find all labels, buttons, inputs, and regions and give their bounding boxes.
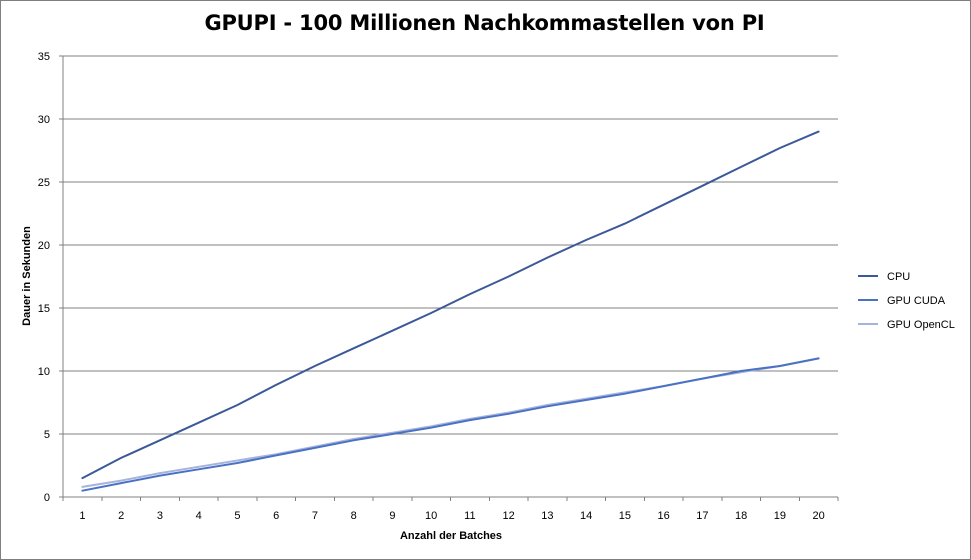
y-tick-label: 10 (38, 366, 50, 378)
x-tick-label: 5 (234, 510, 240, 522)
grid-lines (63, 55, 838, 435)
x-tick-label: 8 (351, 510, 357, 522)
y-tick-label: 20 (38, 240, 50, 252)
y-tick-label: 15 (38, 303, 50, 315)
y-tick-label: 25 (38, 177, 50, 189)
x-tick-label: 4 (196, 510, 202, 522)
series-line-cpu (81, 130, 820, 480)
y-tick-label: 30 (38, 114, 50, 126)
x-tick-label: 3 (157, 510, 163, 522)
x-tick-label: 19 (774, 510, 786, 522)
x-tick-label: 11 (464, 510, 475, 522)
y-tick-label: 35 (38, 51, 50, 63)
y-tick-label: 0 (44, 492, 50, 504)
x-tick-label: 1 (79, 510, 85, 522)
y-axis-title: Dauer in Sekunden (21, 226, 33, 326)
x-tick-label: 13 (541, 510, 553, 522)
x-tick-label: 10 (425, 510, 437, 522)
chart-title: GPUPI - 100 Millionen Nachkommastellen v… (204, 11, 765, 35)
x-tick-label: 9 (389, 510, 395, 522)
x-tick-label: 14 (580, 510, 592, 522)
x-tick-label: 12 (503, 510, 515, 522)
legend: CPU GPU CUDA GPU OpenCL (858, 271, 955, 331)
x-tick-label: 7 (312, 510, 318, 522)
axes (59, 55, 839, 501)
x-tick-label: 18 (735, 510, 747, 522)
x-tick-label: 15 (619, 510, 631, 522)
series-lines (81, 130, 820, 492)
x-axis-title: Anzahl der Batches (400, 530, 502, 542)
x-tick-label: 2 (118, 510, 124, 522)
x-tick-label: 20 (813, 510, 825, 522)
x-tick-label: 6 (273, 510, 279, 522)
x-tick-label: 17 (696, 510, 708, 522)
legend-label: GPU CUDA (887, 295, 946, 307)
series-line-gpu-cuda (81, 357, 820, 492)
legend-label: GPU OpenCL (887, 319, 955, 331)
x-tick-label: 16 (658, 510, 670, 522)
legend-label: CPU (887, 271, 910, 283)
y-tick-label: 5 (44, 429, 50, 441)
